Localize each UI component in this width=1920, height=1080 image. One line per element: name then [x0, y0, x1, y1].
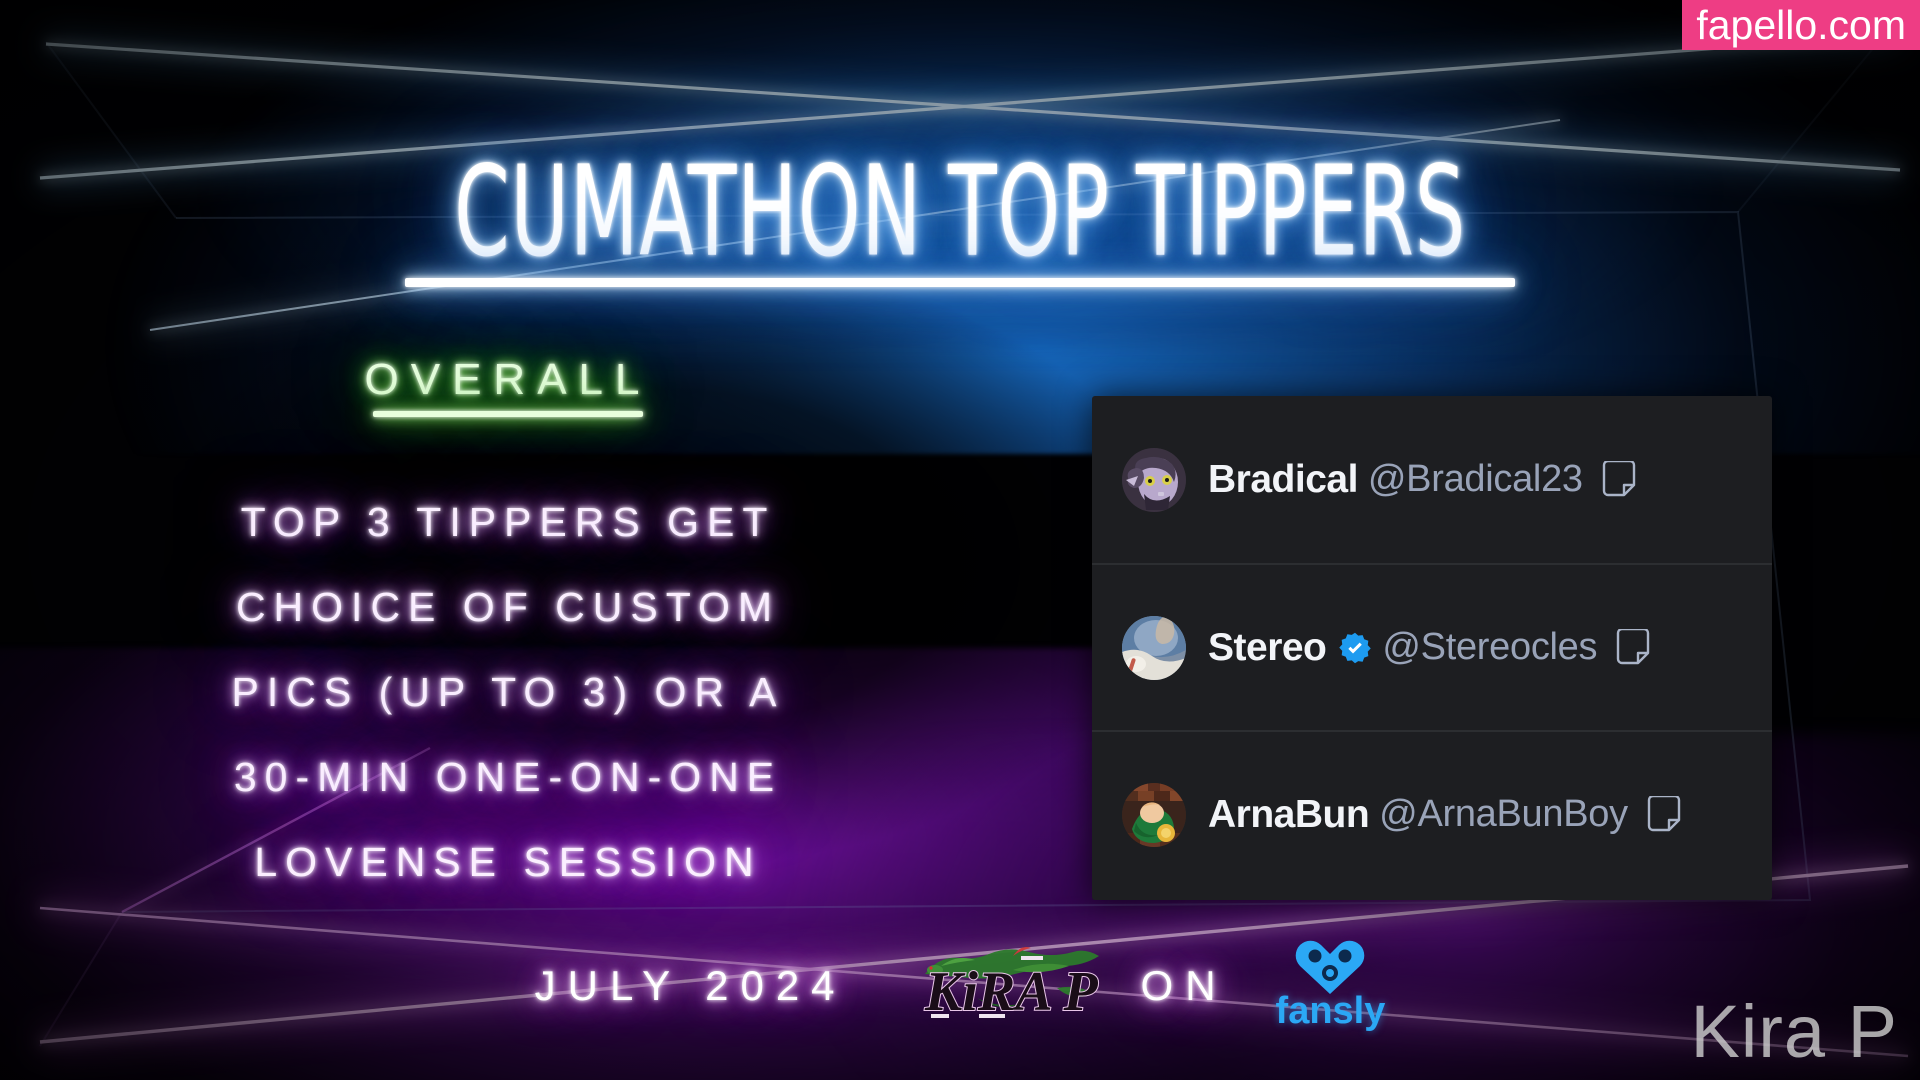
footer-bar: JULY 2024 KiRA P	[0, 938, 1920, 1034]
table-row[interactable]: ArnaBun @ArnaBunBoy	[1092, 730, 1772, 897]
prize-line: 30-MIN ONE-ON-ONE	[233, 754, 783, 800]
prize-description: TOP 3 TIPPERS GET CHOICE OF CUSTOM PICS …	[128, 480, 888, 905]
tipper-identity: ArnaBun @ArnaBunBoy	[1208, 793, 1682, 837]
tipper-display-name: Stereo	[1208, 625, 1327, 669]
tipper-handle: @Bradical23	[1367, 458, 1583, 500]
table-row[interactable]: Bradical @Bradical23	[1092, 396, 1772, 563]
table-row[interactable]: Stereo @Stereocles	[1092, 563, 1772, 730]
fapello-watermark: fapello.com	[1682, 0, 1920, 50]
fansly-wordmark: fansly	[1275, 989, 1386, 1032]
note-icon[interactable]	[1615, 628, 1651, 667]
svg-text:KiRA P: KiRA P	[924, 961, 1099, 1023]
prize-line: LOVENSE SESSION	[254, 839, 762, 885]
tipper-handle: @ArnaBunBoy	[1379, 793, 1628, 835]
on-label: ON	[1140, 962, 1228, 1009]
kira-p-logo: KiRA P	[917, 940, 1105, 1032]
page-title-underline	[405, 278, 1515, 287]
page-title: CUMATHON TOP TIPPERS	[453, 139, 1467, 285]
tipper-identity: Stereo @Stereocles	[1208, 626, 1651, 670]
tipper-display-name: Bradical	[1208, 457, 1358, 501]
avatar-arnabun	[1122, 782, 1186, 847]
subtitle-underline	[373, 411, 643, 417]
tipper-display-name: ArnaBun	[1208, 792, 1370, 836]
avatar-stereo	[1122, 615, 1186, 680]
avatar-bradical	[1122, 447, 1186, 512]
prize-line: TOP 3 TIPPERS GET	[240, 499, 776, 545]
prize-line: PICS (UP TO 3) OR A	[231, 669, 785, 715]
prize-line: CHOICE OF CUSTOM	[235, 584, 781, 630]
verified-badge-icon	[1339, 632, 1372, 663]
note-icon[interactable]	[1601, 460, 1637, 499]
tipper-handle: @Stereocles	[1382, 626, 1598, 668]
note-icon[interactable]	[1646, 795, 1682, 834]
top-tippers-card: Bradical @Bradical23	[1092, 396, 1772, 900]
tipper-identity: Bradical @Bradical23	[1208, 458, 1637, 502]
subtitle-block: OVERALL	[128, 355, 888, 417]
fansly-logo[interactable]: fansly	[1275, 940, 1386, 1033]
kira-p-watermark: Kira P	[1690, 990, 1898, 1073]
page-title-block: CUMATHON TOP TIPPERS	[0, 149, 1920, 287]
subtitle-overall: OVERALL	[364, 355, 652, 404]
fansly-heart-icon	[1296, 940, 1365, 994]
event-date: JULY 2024	[534, 962, 847, 1009]
